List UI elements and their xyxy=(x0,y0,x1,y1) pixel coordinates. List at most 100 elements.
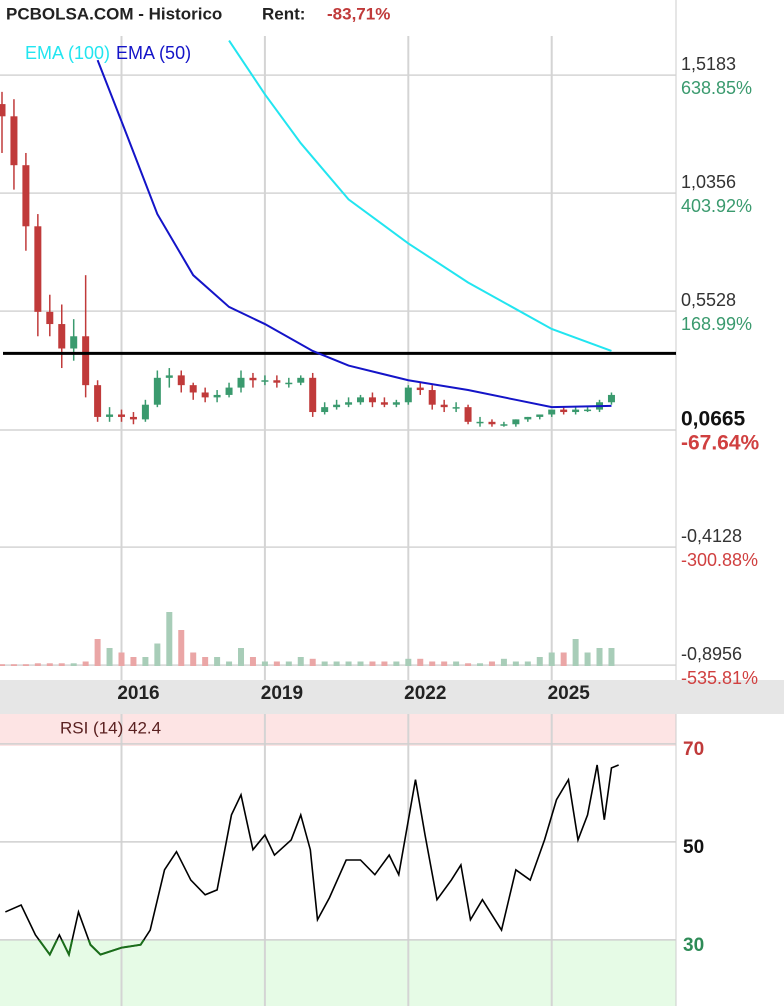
volume-bar xyxy=(524,661,531,666)
candle-body xyxy=(548,409,556,415)
candle-body xyxy=(464,407,472,422)
volume-bar xyxy=(34,663,41,666)
candle-body xyxy=(536,414,544,417)
volume-bar xyxy=(393,661,400,666)
plot xyxy=(0,39,676,666)
volume-bar xyxy=(560,652,567,666)
x-tick-label: 2022 xyxy=(404,683,446,704)
volume-bar xyxy=(22,664,29,666)
volume-bar xyxy=(10,664,17,666)
volume-bar xyxy=(608,648,615,666)
candle-body xyxy=(237,377,245,388)
candle-body xyxy=(153,377,161,405)
candle-body xyxy=(428,390,436,405)
rsi-tick-label: 70 xyxy=(683,739,704,760)
x-tick-label: 2025 xyxy=(548,683,591,704)
ema-line xyxy=(96,59,612,409)
legend-entry: EMA (50) xyxy=(116,43,191,63)
volume-bar xyxy=(321,661,328,666)
volume-bar xyxy=(249,657,256,666)
candle-body xyxy=(106,414,114,417)
volume-bar xyxy=(154,643,161,666)
volume-bar xyxy=(453,661,460,666)
y-tick-label: -0,4128 xyxy=(681,526,742,546)
candle-body xyxy=(584,409,592,412)
volume-bar xyxy=(465,663,472,666)
rsi-overbought-zone xyxy=(0,714,676,746)
volume-bar xyxy=(285,661,292,666)
volume-bar xyxy=(94,639,101,666)
x-axis-band xyxy=(0,680,784,714)
candle-body xyxy=(261,380,269,382)
candle-body xyxy=(177,375,185,386)
rent-value: -83,71% xyxy=(327,4,390,23)
volume-bar xyxy=(381,661,388,666)
candle-body xyxy=(345,402,353,405)
candle-body xyxy=(333,404,341,408)
y2-tick-label: 168.99% xyxy=(681,314,752,334)
candle-body xyxy=(392,402,400,405)
candle-body xyxy=(572,409,580,413)
volume-bar xyxy=(572,639,579,666)
candle-body xyxy=(500,424,508,426)
candle-body xyxy=(440,404,448,408)
volume-bar xyxy=(226,661,233,666)
candle-body xyxy=(273,380,281,383)
volume-bar xyxy=(190,652,197,666)
grid xyxy=(0,36,676,1006)
volume-bar xyxy=(70,663,77,666)
volume-bar xyxy=(82,661,89,666)
y2-tick-label: -535.81% xyxy=(681,668,758,688)
candle-body xyxy=(452,407,460,409)
volume-bar xyxy=(118,652,125,666)
x-tick-label: 2016 xyxy=(117,683,159,704)
volume-bar xyxy=(536,657,543,666)
y2-tick-label: 638.85% xyxy=(681,78,752,98)
volume-bar xyxy=(369,661,376,666)
labels: PCBOLSA.COM - Historico Rent: -83,71% RS… xyxy=(6,4,760,955)
volume-bar xyxy=(441,661,448,666)
y-tick-label: 1,5183 xyxy=(681,54,736,74)
candle-body xyxy=(309,377,317,413)
rsi-tick-label: 30 xyxy=(683,935,704,956)
volume-bar xyxy=(405,658,412,666)
volume-bar xyxy=(477,663,484,666)
candle-body xyxy=(321,407,329,413)
candle-body xyxy=(46,311,54,325)
y2-tick-label: -67.64% xyxy=(681,432,760,455)
volume-bar xyxy=(166,612,173,666)
candle-body xyxy=(416,387,424,391)
candle-body xyxy=(94,385,102,417)
candle-body xyxy=(380,402,388,405)
candle-body xyxy=(225,387,233,395)
title: PCBOLSA.COM - Historico xyxy=(6,4,222,23)
volume-bar xyxy=(417,658,424,666)
volume-bar xyxy=(584,652,591,666)
candle-body xyxy=(476,421,484,424)
volume-bar xyxy=(46,663,53,666)
volume-bar xyxy=(333,661,340,666)
candle-body xyxy=(249,377,257,381)
candle-body xyxy=(213,394,221,398)
candle-body xyxy=(141,404,149,420)
candle-body xyxy=(488,421,496,425)
candle-body xyxy=(285,382,293,385)
volume-bar xyxy=(106,648,113,666)
candle-body xyxy=(34,226,42,312)
volume-bar xyxy=(357,661,364,666)
candle-body xyxy=(129,416,137,420)
volume-bar xyxy=(500,658,507,666)
volume-bar xyxy=(429,661,436,666)
y2-tick-label: 403.92% xyxy=(681,196,752,216)
candle-body xyxy=(297,377,305,383)
volume-bar xyxy=(202,657,209,666)
candle-body xyxy=(201,392,209,398)
volume-bar xyxy=(273,661,280,666)
candle-body xyxy=(118,414,126,417)
candle-body xyxy=(607,394,615,403)
candle-body xyxy=(58,324,66,349)
volume-bar xyxy=(142,657,149,666)
volume-bar xyxy=(345,661,352,666)
